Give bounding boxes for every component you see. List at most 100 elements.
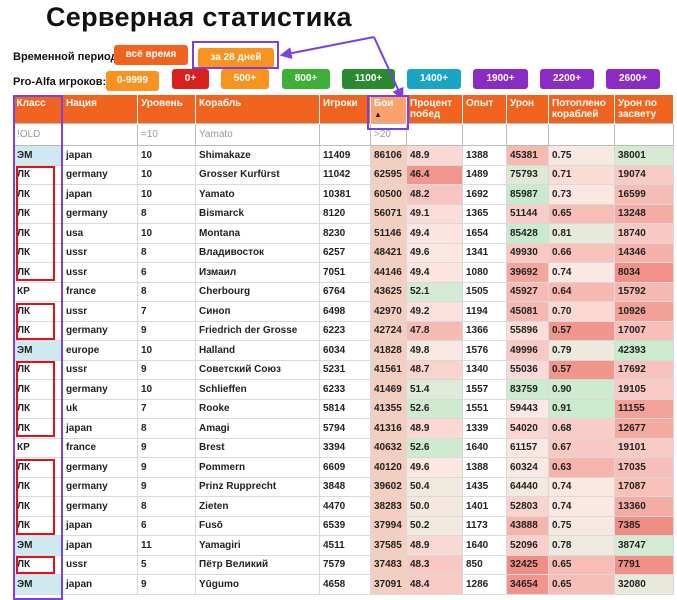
cell-battles: 86106 [370, 145, 407, 166]
cell-players: 4470 [319, 496, 371, 517]
cell-ship[interactable]: Cherbourg [195, 281, 320, 302]
cell-damage: 32425 [506, 554, 549, 575]
cell-battles: 62595 [370, 164, 407, 185]
cell-ship[interactable]: Shimakaze [195, 145, 320, 166]
cell-ship[interactable]: Friedrich der Grosse [195, 320, 320, 341]
cell-kills: 0.63 [548, 457, 615, 478]
cell-ship[interactable]: Yamagiri [195, 535, 320, 556]
cell-ship[interactable]: Schlieffen [195, 379, 320, 400]
col-class[interactable]: Класс [13, 95, 63, 124]
filter-kills[interactable] [548, 123, 615, 146]
cell-ship[interactable]: Измаил [195, 262, 320, 283]
cell-kills: 0.65 [548, 554, 615, 575]
cell-winrate: 52.6 [406, 437, 463, 458]
filter-nation[interactable] [62, 123, 138, 146]
cell-ship[interactable]: Zieten [195, 496, 320, 517]
filter-winrate[interactable] [406, 123, 463, 146]
cell-nation: ussr [62, 301, 138, 322]
col-damage[interactable]: Урон [506, 95, 549, 124]
cell-kills: 0.74 [548, 476, 615, 497]
filter-damage[interactable] [506, 123, 549, 146]
period-all-time-button[interactable]: всё время [114, 45, 188, 65]
cell-nation: germany [62, 457, 138, 478]
cell-nation: japan [62, 515, 138, 536]
cell-damage: 85428 [506, 223, 549, 244]
cell-players: 6764 [319, 281, 371, 302]
cell-ship[interactable]: Halland [195, 340, 320, 361]
cell-ship[interactable]: Советский Союз [195, 359, 320, 380]
cell-damage: 85987 [506, 184, 549, 205]
col-tier[interactable]: Уровень [137, 95, 196, 124]
players-1100-button[interactable]: 1100+ [342, 69, 395, 89]
table-row: ЛК japan 6 Fusō 6539 37994 50.2 1173 43888 0.75 73… [13, 515, 674, 536]
cell-ship[interactable]: Пётр Великий [195, 554, 320, 575]
filter-tier[interactable]: =10 [137, 123, 196, 146]
filter-spotting[interactable] [614, 123, 674, 146]
players-1900-button[interactable]: 1900+ [473, 69, 528, 89]
cell-xp: 1489 [462, 164, 507, 185]
cell-tier: 7 [137, 301, 196, 322]
cell-nation: france [62, 437, 138, 458]
filter-xp[interactable] [462, 123, 507, 146]
cell-ship[interactable]: Grosser Kurfürst [195, 164, 320, 185]
players-0-button[interactable]: 0+ [172, 69, 209, 89]
players-500-button[interactable]: 500+ [221, 69, 269, 89]
cell-class: ЭМ [13, 145, 63, 166]
cell-tier: 10 [137, 184, 196, 205]
cell-winrate: 49.1 [406, 203, 463, 224]
highlight-28-days [192, 41, 279, 69]
cell-xp: 1286 [462, 574, 507, 595]
cell-ship[interactable]: Montana [195, 223, 320, 244]
table-row: ЛК ussr 6 Измаил 7051 44146 49.4 1080 39692 0.74 8… [13, 262, 674, 283]
filter-class[interactable]: !OLD [13, 123, 63, 146]
col-xp[interactable]: Опыт [462, 95, 507, 124]
col-spotting-damage[interactable]: Урон по засвету [614, 95, 674, 124]
players-0-9999-button[interactable]: 0-9999 [106, 71, 159, 91]
players-2600-button[interactable]: 2600+ [606, 69, 660, 89]
cell-ship[interactable]: Yūgumo [195, 574, 320, 595]
cell-damage: 52096 [506, 535, 549, 556]
cell-nation: france [62, 281, 138, 302]
filter-players[interactable] [319, 123, 371, 146]
col-nation[interactable]: Нация [62, 95, 138, 124]
cell-damage: 52803 [506, 496, 549, 517]
players-800-button[interactable]: 800+ [282, 69, 330, 89]
cell-xp: 1692 [462, 184, 507, 205]
col-kills[interactable]: Потоплено кораблей [548, 95, 615, 124]
cell-ship[interactable]: Синоп [195, 301, 320, 322]
cell-players: 6257 [319, 242, 371, 263]
table-header-row: Класс Нация Уровень Корабль Игроки Бои ▲… [13, 95, 674, 124]
cell-ship[interactable]: Bismarck [195, 203, 320, 224]
cell-nation: usa [62, 223, 138, 244]
cell-spotting: 19105 [614, 379, 674, 400]
cell-ship[interactable]: Fusō [195, 515, 320, 536]
cell-players: 6034 [319, 340, 371, 361]
cell-kills: 0.73 [548, 184, 615, 205]
players-2200-button[interactable]: 2200+ [540, 69, 594, 89]
filter-ship[interactable]: Yamato [195, 123, 320, 146]
cell-ship[interactable]: Brest [195, 437, 320, 458]
cell-kills: 0.65 [548, 574, 615, 595]
cell-ship[interactable]: Pommern [195, 457, 320, 478]
players-1400-button[interactable]: 1400+ [407, 69, 461, 89]
col-players[interactable]: Игроки [319, 95, 371, 124]
cell-kills: 0.66 [548, 242, 615, 263]
period-28-days-button[interactable]: за 28 дней [198, 48, 274, 68]
cell-spotting: 17007 [614, 320, 674, 341]
cell-spotting: 38747 [614, 535, 674, 556]
cell-ship[interactable]: Amagi [195, 418, 320, 439]
col-ship[interactable]: Корабль [195, 95, 320, 124]
cell-ship[interactable]: Владивосток [195, 242, 320, 263]
cell-players: 6223 [319, 320, 371, 341]
cell-xp: 1339 [462, 418, 507, 439]
col-winrate[interactable]: Процент побед [406, 95, 463, 124]
cell-kills: 0.90 [548, 379, 615, 400]
cell-xp: 1640 [462, 437, 507, 458]
cell-ship[interactable]: Yamato [195, 184, 320, 205]
cell-tier: 9 [137, 320, 196, 341]
cell-battles: 43625 [370, 281, 407, 302]
cell-ship[interactable]: Prinz Rupprecht [195, 476, 320, 497]
cell-ship[interactable]: Rooke [195, 398, 320, 419]
col-battles[interactable]: Бои ▲ [370, 95, 407, 124]
cell-winrate: 48.9 [406, 418, 463, 439]
